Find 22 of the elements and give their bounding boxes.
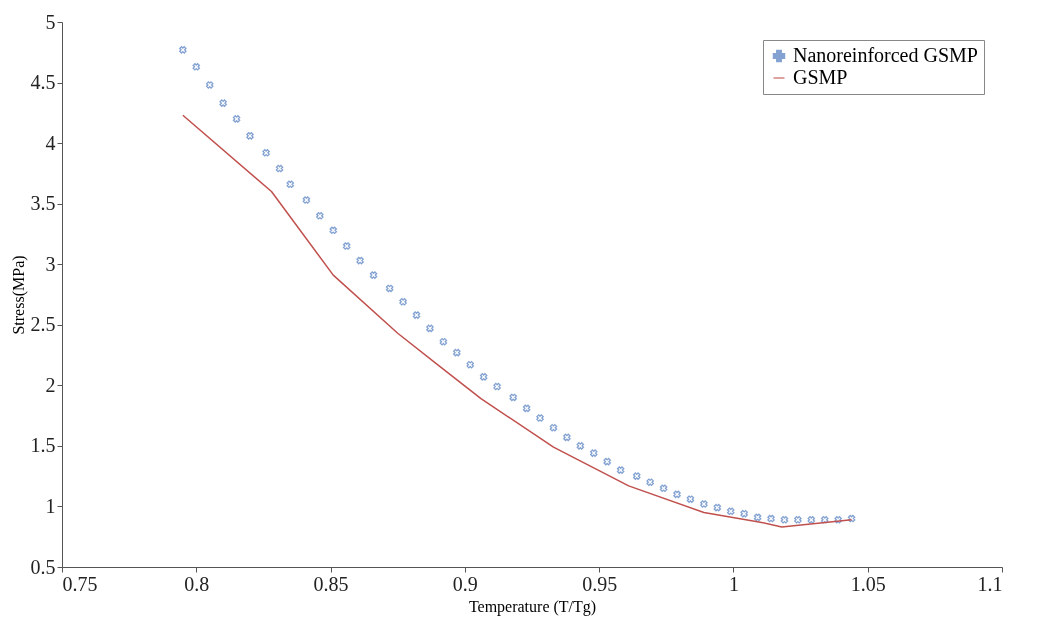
x-tick-label: 0.85 [313, 572, 349, 595]
x-tick-label: 1 [728, 572, 739, 595]
x-tick-label: 0.9 [452, 572, 478, 595]
y-tick-label: 2.5 [30, 313, 56, 336]
y-tick-label: 3.5 [30, 192, 56, 215]
x-tick-label: 0.95 [582, 572, 618, 595]
y-tick-label: 1.5 [30, 434, 56, 457]
x-tick-label: 1.05 [850, 572, 886, 595]
y-axis-title: Stress(MPa) [9, 255, 28, 335]
y-tick-label: 5 [45, 10, 56, 33]
x-tick-label: 0.75 [62, 572, 98, 595]
legend-label: Nanoreinforced GSMP [793, 44, 978, 66]
y-tick-label: 3 [45, 252, 56, 275]
x-axis-title: Temperature (T/Tg) [468, 597, 597, 616]
y-tick-label: 4.5 [30, 71, 56, 94]
x-tick-label: 1.1 [977, 572, 1003, 595]
legend-label: GSMP [793, 66, 848, 88]
y-tick-label: 2 [45, 373, 56, 396]
y-tick-label: 0.5 [30, 555, 56, 578]
x-tick-label: 0.8 [184, 572, 210, 595]
y-tick-label: 4 [45, 131, 56, 154]
y-tick-label: 1 [45, 494, 56, 517]
